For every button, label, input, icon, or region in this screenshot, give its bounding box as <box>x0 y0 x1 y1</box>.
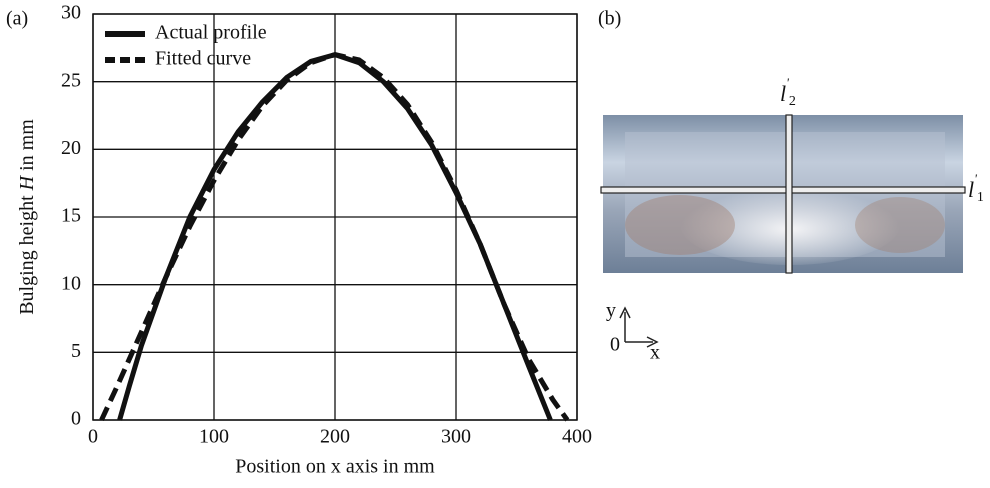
data-line <box>99 52 570 422</box>
x-tick-label: 400 <box>562 426 592 448</box>
legend-label: Actual profile <box>155 22 267 44</box>
line-letter: l <box>780 81 786 106</box>
y-label-part: Bulging height <box>16 190 38 314</box>
panel-label: (b) <box>598 8 621 30</box>
line-label: l'2 <box>780 75 796 109</box>
line-letter: l <box>968 177 974 202</box>
arrow-head <box>619 306 631 319</box>
y-tick-label: 20 <box>61 137 81 159</box>
y-tick-label: 15 <box>61 205 81 227</box>
y-label-part: H <box>16 174 38 191</box>
x-tick-label: 100 <box>199 426 229 448</box>
axis-letter: x <box>650 342 660 364</box>
line-sub: 1 <box>977 190 984 205</box>
photo-shadow <box>625 195 735 255</box>
arrow-head <box>646 336 659 348</box>
axis-letter: 0 <box>610 334 620 356</box>
plot: 0 100 200 300 400 0 5 10 15 20 25 30 Actual profile F… <box>61 2 592 448</box>
plot-frame <box>92 13 578 421</box>
line-prime: ' <box>786 75 789 90</box>
y-tick-label: 0 <box>71 408 81 430</box>
axes-icon: y 0 x <box>606 300 660 364</box>
x-axis-label: Position on x axis in mm <box>235 456 435 478</box>
photo-shadow <box>855 197 945 253</box>
y-tick-label: 30 <box>61 2 81 24</box>
panel-label: (a) <box>6 8 28 30</box>
y-axis-label: Bulging height H in mm <box>16 119 38 315</box>
y-label-part: in mm <box>16 119 38 176</box>
x-tick-label: 300 <box>441 426 471 448</box>
x-tick-label: 0 <box>88 426 98 448</box>
y-tick-label: 5 <box>71 340 81 362</box>
y-tick-label: 25 <box>61 69 81 91</box>
section-line <box>600 186 966 194</box>
line-prime: ' <box>974 171 977 186</box>
x-tick-label: 200 <box>320 426 350 448</box>
line-sub: 2 <box>789 94 796 109</box>
y-tick-label: 10 <box>61 272 81 294</box>
photo <box>600 114 966 274</box>
axis-letter: y <box>606 300 616 322</box>
section-line <box>785 114 793 274</box>
line-label: l'1 <box>968 171 984 205</box>
legend-label: Fitted curve <box>155 48 251 70</box>
